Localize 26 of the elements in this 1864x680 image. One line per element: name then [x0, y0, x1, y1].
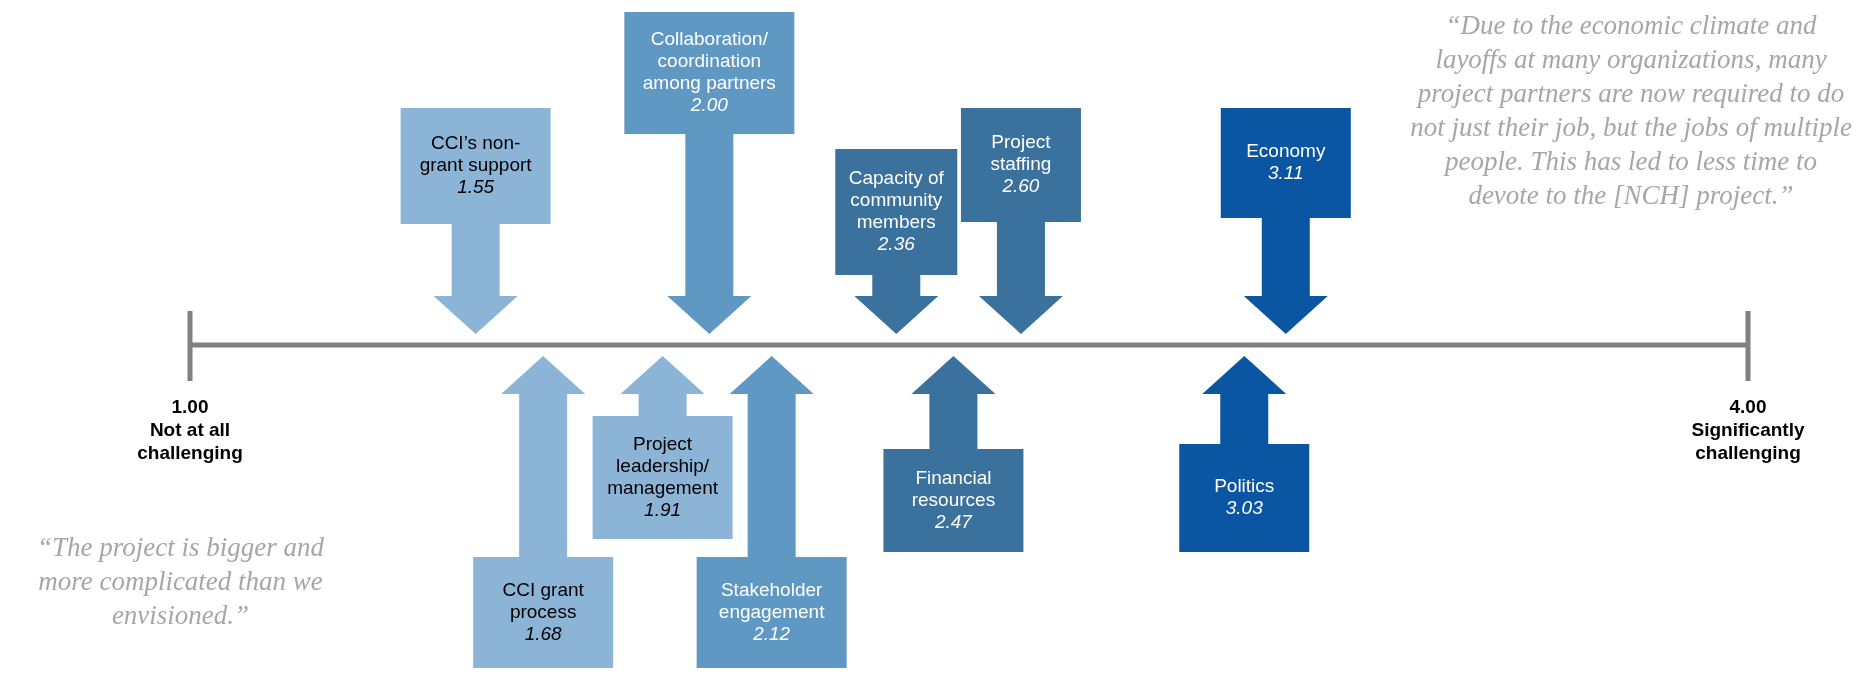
data-label: 3.03 [1225, 497, 1264, 518]
category-label: Collaboration/coordination among partners [642, 28, 776, 93]
data-label: 2.60 [1001, 175, 1040, 196]
category-label: Politics [1214, 475, 1275, 496]
data-label: 1.68 [524, 622, 563, 644]
text: “The project is bigger and more complicated than we envisioned.” [36, 531, 325, 632]
data-label: 2.12 [752, 622, 791, 644]
text: “Due to the economic climate and layoffs at many organizations, many project partners are now required to do not just their job, but the jobs of multiple people. This has led to less time to devote to the [NCH] project.” [1409, 9, 1853, 212]
category-label: Capacity of community members [848, 167, 945, 232]
text: 1.00 [171, 396, 209, 417]
data-label: 3.11 [1268, 162, 1304, 183]
data-label: 2.36 [876, 233, 916, 254]
data-label: 1.55 [457, 176, 495, 197]
data-label: 2.00 [689, 94, 729, 115]
category-label: Financial resources [911, 466, 996, 510]
data-label: 1.91 [644, 498, 682, 520]
data-label: 2.47 [933, 510, 974, 532]
text: Not at all challenging [137, 419, 243, 463]
category-label: Project leadership/management [607, 432, 719, 498]
category-label: Stakeholder engagement [718, 578, 826, 622]
text: 4.00 [1729, 396, 1767, 417]
category-label: Project staffing [990, 131, 1052, 174]
text: Significantly challenging [1691, 419, 1805, 463]
category-label: CCI’s non-grant support [419, 132, 533, 175]
category-label: Economy [1246, 140, 1326, 161]
category-label: CCI grant process [502, 578, 585, 622]
